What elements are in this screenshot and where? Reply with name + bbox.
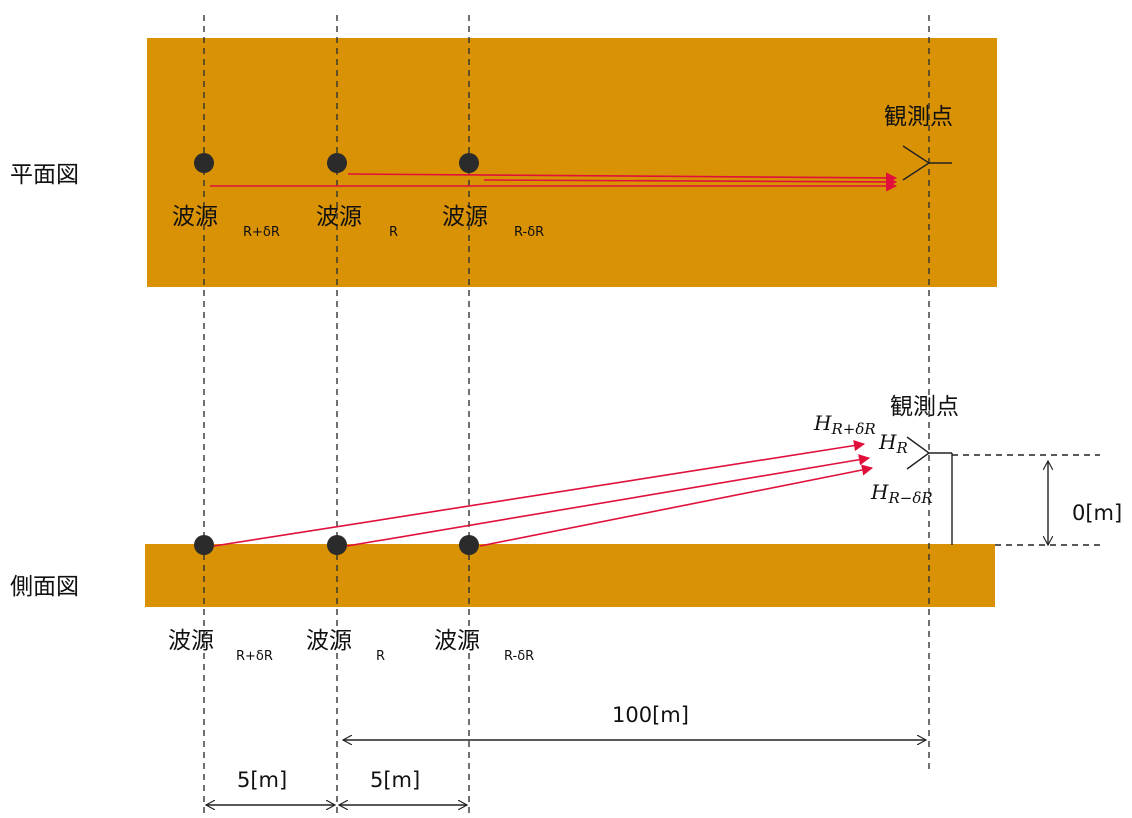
side-source-label-r-plus: 波源 xyxy=(168,628,214,654)
side-ray-r-minus xyxy=(479,464,874,547)
side-source-label-r: 波源 xyxy=(306,628,352,654)
side-ray-r xyxy=(346,454,871,547)
plan-source-sub-r-minus: R-δR xyxy=(514,225,544,240)
side-source-dot-r-minus xyxy=(459,535,479,555)
height-label-r-minus: HR−δR xyxy=(870,480,933,507)
plan-ray-r-minus xyxy=(483,176,898,188)
spacing-dimension-label-2: 5[m] xyxy=(370,768,420,792)
plan-source-label-r: 波源 xyxy=(316,204,362,230)
guide-lines xyxy=(203,15,930,818)
plan-source-dot-r xyxy=(327,153,347,173)
plan-source-label-r-minus: 波源 xyxy=(442,204,488,230)
plan-source-sub-r: R xyxy=(389,225,398,240)
spacing-dimension-label-1: 5[m] xyxy=(237,768,287,792)
side-view-rays xyxy=(213,440,874,547)
side-source-dot-r-plus xyxy=(194,535,214,555)
plan-observer-label: 観測点 xyxy=(884,104,953,130)
side-ray-r-plus xyxy=(213,440,866,547)
height-label-r-plus: HR+δR xyxy=(813,411,876,438)
plan-source-dot-r-plus xyxy=(194,153,214,173)
plan-view-label: 平面図 xyxy=(10,162,79,188)
plan-source-dot-r-minus xyxy=(459,153,479,173)
side-view-band xyxy=(145,544,995,607)
plan-source-sub-r-plus: R+δR xyxy=(243,225,280,240)
plan-view-band xyxy=(147,38,997,287)
height-label-r: HR xyxy=(878,430,908,457)
side-source-dot-r xyxy=(327,535,347,555)
plan-source-label-r-plus: 波源 xyxy=(172,204,218,230)
plan-view-rays xyxy=(210,172,898,192)
side-source-label-r-minus: 波源 xyxy=(434,628,480,654)
side-source-sub-r-plus: R+δR xyxy=(236,649,273,664)
side-source-sub-r-minus: R-δR xyxy=(504,649,534,664)
side-source-sub-r: R xyxy=(376,649,385,664)
plan-observer-icon xyxy=(902,145,952,181)
plan-ray-r xyxy=(347,172,898,184)
side-observer-icon xyxy=(906,436,953,545)
side-view-label: 側面図 xyxy=(10,574,79,600)
distance-dimension-label: 100[m] xyxy=(612,703,689,727)
side-observer-label: 観測点 xyxy=(890,394,959,420)
height-dimension xyxy=(952,454,1100,545)
height-dimension-label: 0[m] xyxy=(1072,501,1122,525)
